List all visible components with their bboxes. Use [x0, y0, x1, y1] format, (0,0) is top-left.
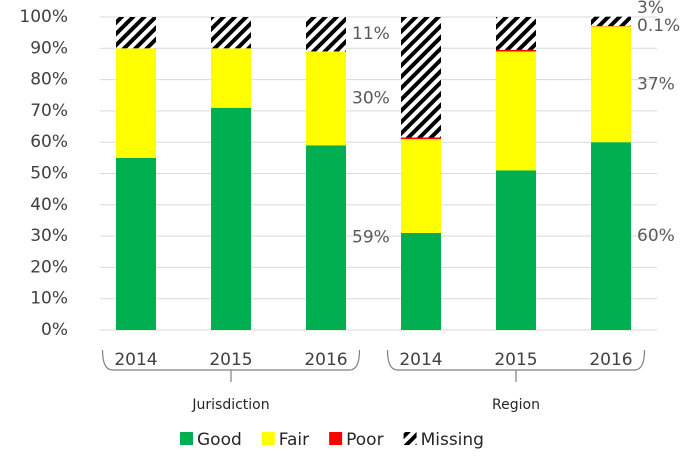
bar-segment [211, 48, 251, 108]
y-tick-label: 40% [30, 195, 68, 215]
y-tick-label: 20% [30, 257, 68, 277]
bar-segment [116, 48, 156, 158]
bar-segment [211, 107, 251, 331]
bar-segment [116, 17, 156, 49]
x-tick-label: 2015 [494, 350, 537, 370]
legend-label: Good [197, 430, 242, 450]
x-tick-label: 2014 [399, 350, 442, 370]
group-label: Jurisdiction [191, 397, 269, 413]
legend-label: Missing [421, 430, 484, 450]
bar-segment [116, 157, 156, 330]
bar-segment [496, 51, 536, 171]
y-tick-label: 70% [30, 101, 68, 121]
x-tick-label: 2016 [589, 350, 632, 370]
bar-segment [401, 137, 441, 140]
data-label: 11% [352, 24, 390, 44]
y-tick-label: 100% [19, 7, 68, 27]
group-bracket [386, 349, 646, 382]
x-tick-label: 2016 [304, 350, 347, 370]
data-label: 3% [637, 0, 664, 18]
legend-swatch [180, 432, 193, 445]
legend-swatch [261, 432, 275, 445]
x-tick-label: 2015 [209, 350, 252, 370]
bar-segment [496, 49, 536, 52]
bar-segment [591, 16, 631, 27]
y-tick-label: 50% [30, 164, 68, 184]
bar-segment [591, 26, 631, 143]
bar-segment [591, 142, 631, 330]
bar-segment [211, 17, 251, 49]
y-tick-label: 30% [30, 226, 68, 246]
bar-segment [496, 170, 536, 330]
bar-segment [401, 232, 441, 330]
y-tick-label: 80% [30, 70, 68, 90]
bar-segment [401, 139, 441, 233]
legend-label: Poor [346, 430, 383, 450]
bar-segment [306, 51, 346, 146]
group-bracket [101, 349, 361, 382]
data-label: 60% [637, 226, 675, 246]
legend-swatch [403, 432, 417, 445]
x-tick-label: 2014 [114, 350, 157, 370]
y-tick-label: 90% [30, 38, 68, 58]
data-label: 37% [637, 74, 675, 94]
data-label: 0.1% [637, 16, 680, 36]
bar-segment [401, 17, 441, 138]
group-label: Region [492, 397, 540, 413]
bar-segment [306, 17, 346, 52]
data-label: 59% [352, 228, 390, 248]
y-tick-label: 0% [41, 320, 68, 340]
data-label: 30% [352, 88, 390, 108]
bar-segment [306, 145, 346, 330]
legend-label: Fair [279, 430, 309, 450]
bar-segment [496, 17, 536, 50]
y-tick-label: 10% [30, 289, 68, 309]
legend-swatch [329, 432, 343, 445]
y-tick-label: 60% [30, 132, 68, 152]
